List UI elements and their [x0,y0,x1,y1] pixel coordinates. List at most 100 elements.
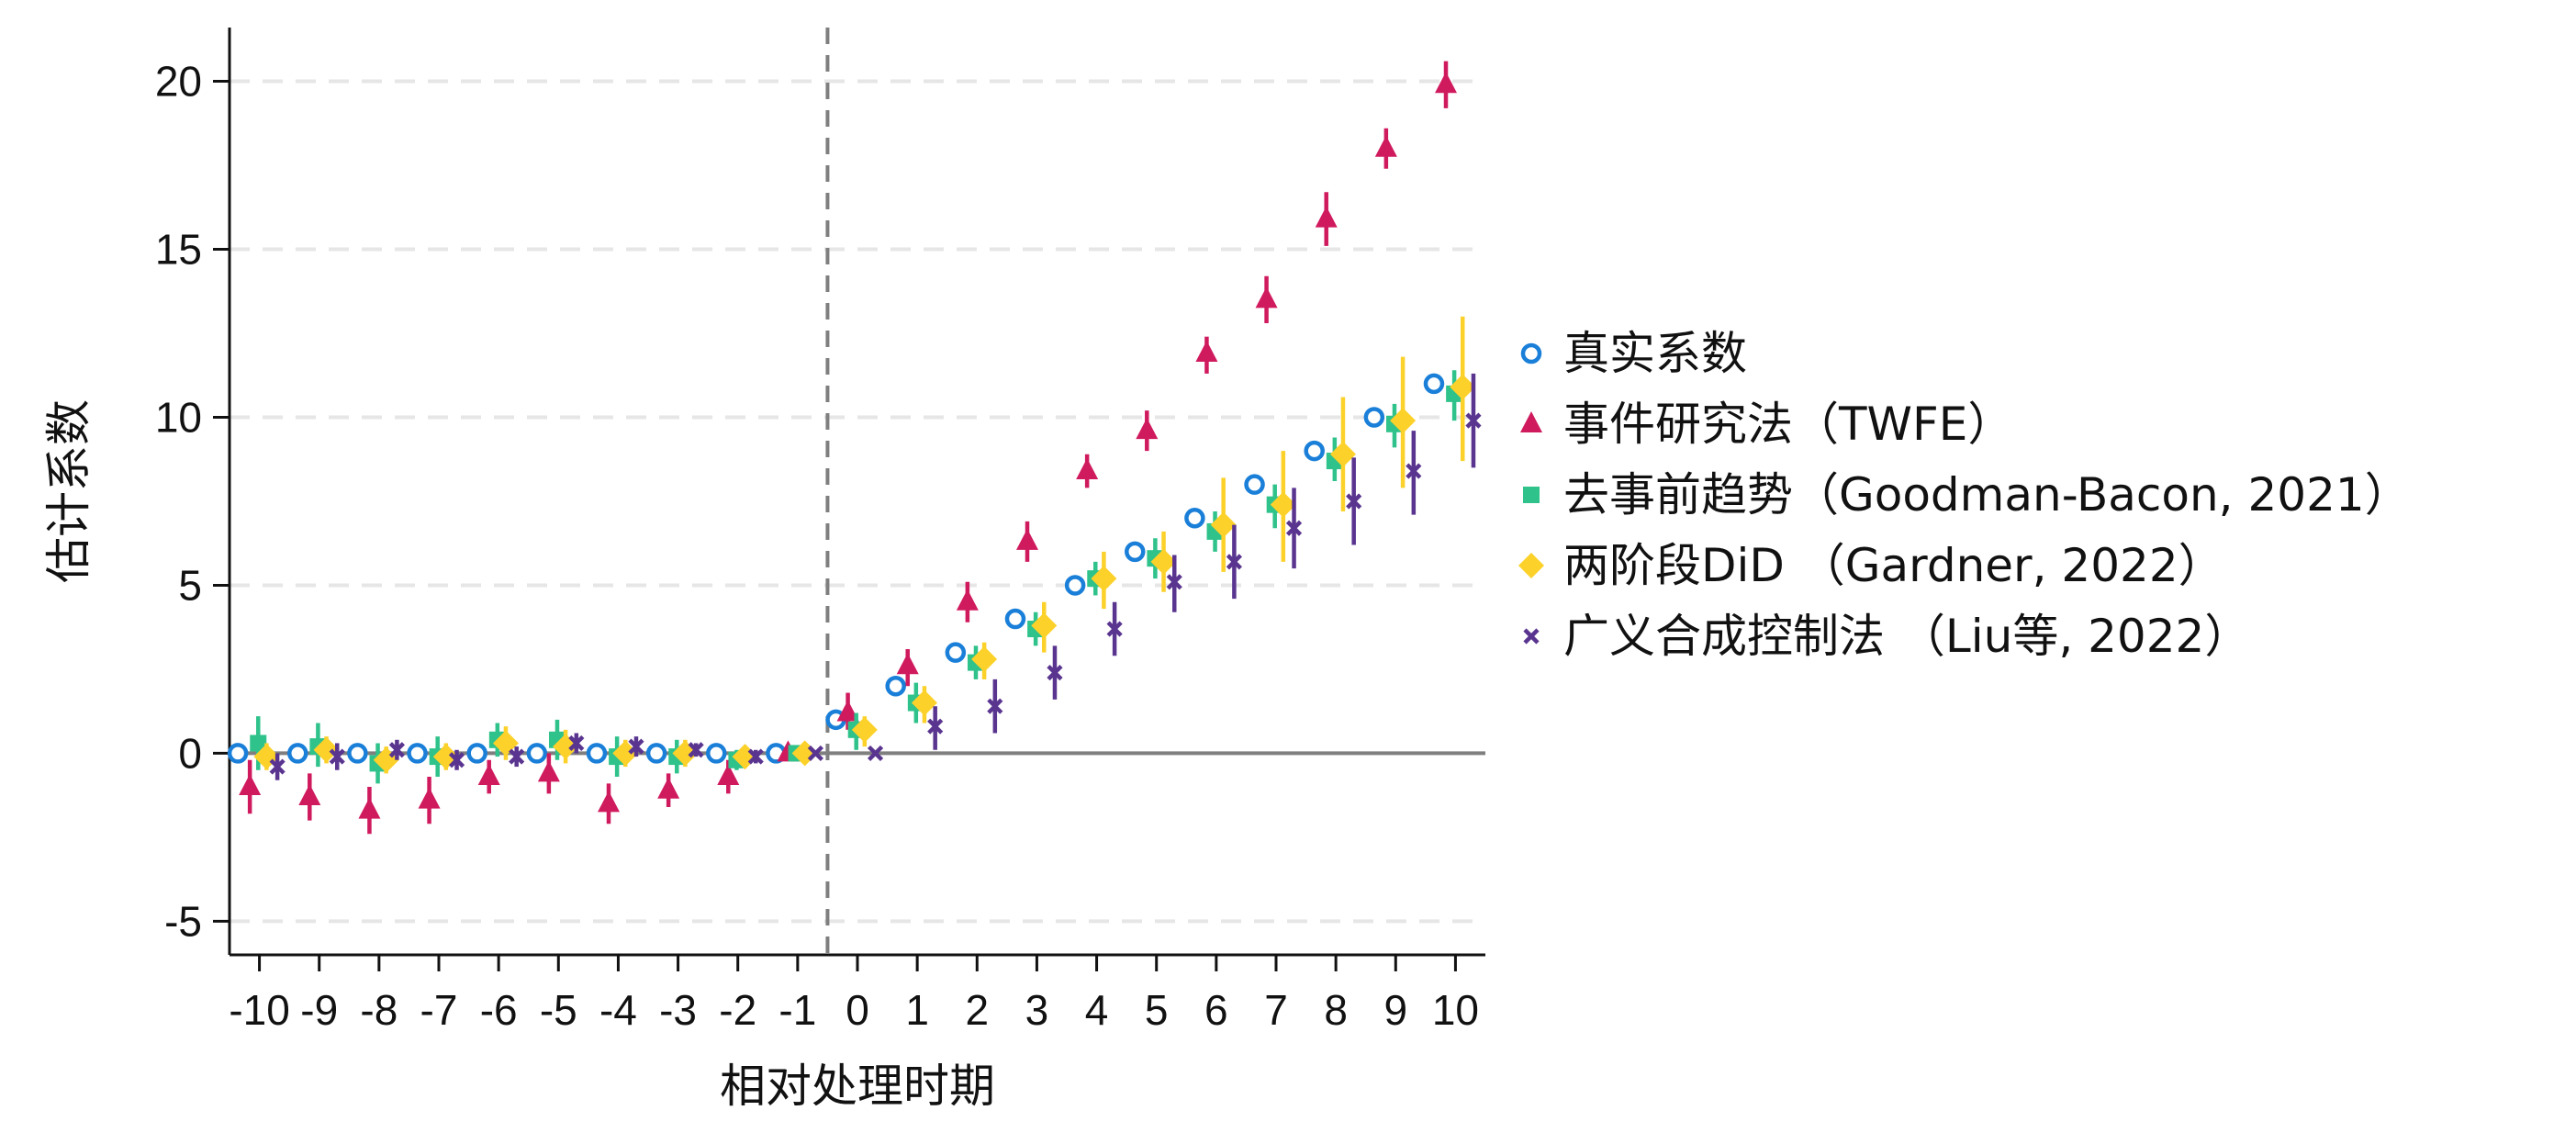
data-point [407,743,428,764]
legend-marker [1520,342,1542,365]
x-marker-stroke [867,745,884,762]
data-point [347,743,368,764]
x-marker-stroke [568,735,585,752]
data-point [927,718,944,735]
data-point [612,740,639,767]
data-point [1390,408,1417,434]
x-tick-label: -7 [420,986,458,1034]
legend-marker [1523,487,1540,503]
series-layer [227,61,1482,835]
legend-label: 广义合成控制法 （Liu等, 2022） [1563,610,2250,663]
data-point [239,774,262,796]
data-point [628,738,644,755]
x-marker-stroke [448,752,465,768]
legend-marker [1523,628,1540,645]
data-point [313,736,340,763]
data-point [807,745,823,762]
x-tick-label: -1 [778,986,816,1034]
data-point [1047,665,1063,681]
data-point [1004,608,1026,630]
data-point [1166,574,1182,590]
grid-lines [230,79,1485,924]
data-point [418,787,441,809]
data-point [1285,520,1303,536]
data-point [298,784,321,806]
data-point [1315,206,1338,228]
legend-label: 真实系数 [1563,327,1747,380]
x-marker-stroke [1285,520,1303,536]
x-axis-title: 相对处理时期 [720,1060,995,1113]
data-point [1150,548,1177,575]
data-point [329,748,345,765]
x-marker-stroke [1047,665,1063,681]
data-point [1329,441,1356,467]
data-point [1076,458,1099,480]
x-tick-label: -6 [480,986,518,1034]
data-point [836,700,859,722]
x-tick-label: 6 [1204,986,1228,1034]
data-point [885,675,906,697]
data-point [568,735,585,752]
data-point [250,735,267,752]
data-point [867,745,884,762]
x-tick-label: -3 [659,986,697,1034]
data-point [1195,340,1218,362]
legend-label: 去事前趋势（Goodman-Bacon, 2021） [1563,468,2411,522]
data-point [448,752,465,768]
data-point [717,764,740,786]
data-point [1363,407,1385,428]
data-point [1255,286,1278,308]
x-marker-stroke [807,745,823,762]
x-tick-label: 7 [1264,986,1288,1034]
data-point [896,653,919,675]
reference-lines [230,28,1485,955]
data-point [987,698,1003,714]
x-marker-stroke [747,748,764,765]
data-point [747,748,764,765]
data-point [537,760,560,782]
data-point [706,743,727,764]
data-point [466,743,487,764]
x-tick-label: 10 [1432,986,1479,1034]
data-point [1450,374,1476,400]
series-2 [250,370,1463,784]
x-tick-label: 9 [1383,986,1407,1034]
data-point [1346,493,1362,510]
data-point [971,645,998,672]
x-marker-stroke [987,698,1003,714]
data-point [1125,541,1146,563]
legend-label: 事件研究法（TWFE） [1563,398,2013,451]
x-tick-label: 1 [905,986,929,1034]
x-marker-stroke [927,718,944,735]
x-marker-stroke [1465,412,1482,429]
series-4 [269,373,1482,780]
data-point [227,743,249,764]
y-tick-label: 5 [178,561,202,609]
x-tick-label: 3 [1025,986,1049,1034]
x-tick-label: 5 [1145,986,1169,1034]
data-point [657,777,680,799]
y-tick-label: 15 [155,226,202,274]
legend-marker [1520,411,1542,432]
data-point [1016,528,1039,550]
x-tick-label: 8 [1324,986,1348,1034]
data-point [388,742,405,758]
legend-marker [1518,553,1544,578]
x-marker-stroke [628,738,644,755]
x-marker-stroke [269,758,286,775]
x-marker-stroke [1226,554,1242,570]
x-marker-stroke [1406,463,1422,479]
x-marker-stroke [1166,574,1182,590]
data-point [911,690,937,716]
data-point [526,743,548,764]
data-point [1244,474,1265,495]
data-point [287,743,308,764]
x-tick-label: -9 [300,986,338,1034]
data-point [956,589,979,611]
y-tick-label: 10 [155,393,202,441]
x-tick-label: 0 [846,986,869,1034]
y-tick-label: 0 [178,729,202,777]
x-tick-label: -8 [360,986,398,1034]
